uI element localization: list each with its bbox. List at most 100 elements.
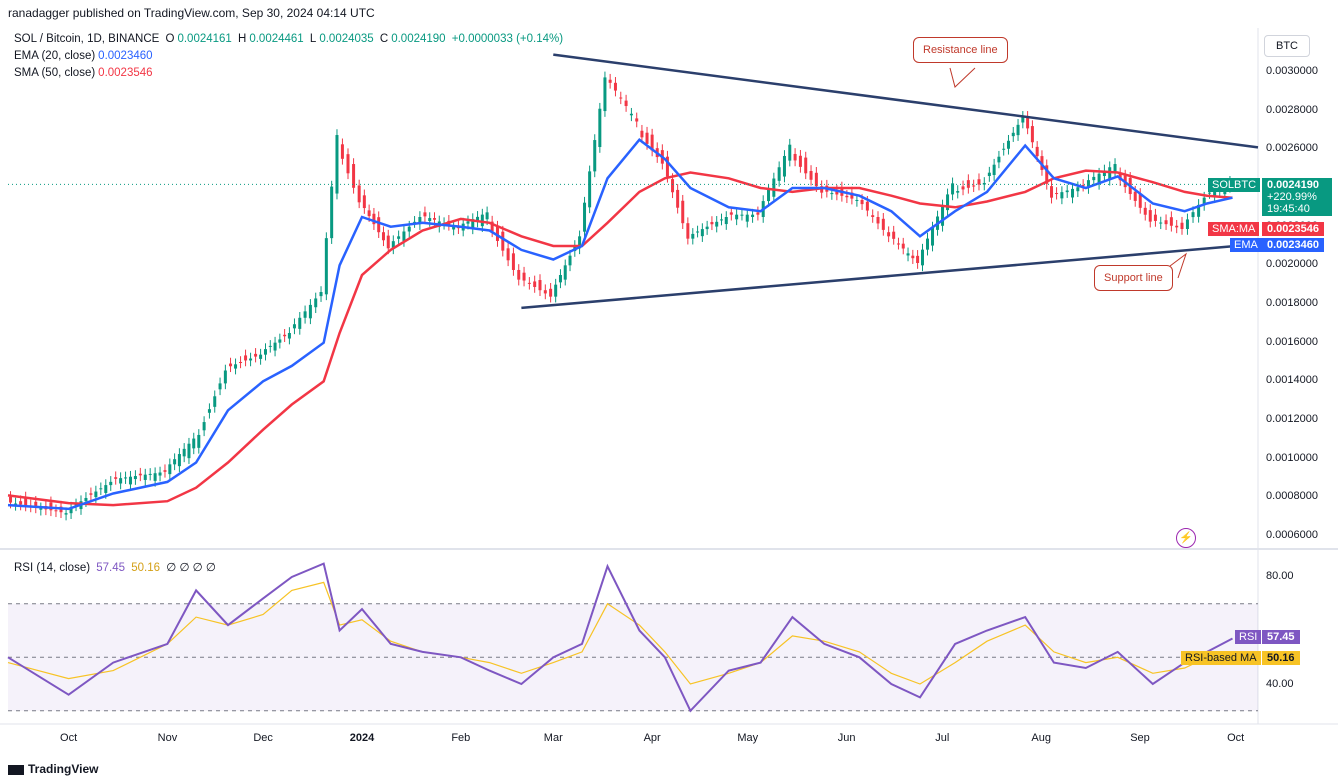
- candle-body: [158, 472, 162, 476]
- candle-body: [9, 496, 13, 503]
- candle-body: [1175, 225, 1179, 228]
- sma-tag-value: 0.0023546: [1262, 222, 1324, 236]
- candle-body: [1011, 132, 1015, 137]
- candle-body: [735, 214, 739, 220]
- candle-body: [298, 317, 302, 329]
- candle-body: [710, 222, 714, 225]
- candle-body: [314, 298, 318, 308]
- price-axis-tick: 0.0008000: [1266, 490, 1318, 503]
- candle-body: [558, 275, 562, 283]
- time-axis-tick: Feb: [451, 732, 471, 744]
- candle-body: [798, 155, 802, 167]
- candle-body: [94, 491, 98, 498]
- candle-body: [163, 470, 167, 472]
- rsi-axis-40: 40.00: [1266, 678, 1294, 690]
- lightning-icon[interactable]: ⚡: [1176, 528, 1196, 548]
- candle-body: [124, 477, 128, 479]
- candle-body: [543, 290, 547, 294]
- ema-line: [7, 137, 1233, 511]
- candle-body: [1045, 165, 1049, 184]
- candle-body: [1030, 126, 1034, 143]
- candle-body: [1202, 197, 1206, 205]
- candle-body: [34, 501, 38, 508]
- candle-body: [89, 493, 93, 495]
- candle-body: [533, 281, 537, 287]
- candle-body: [793, 153, 797, 161]
- candle-body: [495, 226, 499, 241]
- candle-body: [99, 488, 103, 490]
- symbol-change: +220.99%: [1267, 191, 1317, 203]
- rsi-legend-value: 57.45: [96, 562, 126, 574]
- sma-tag: SMA:MA: [1208, 222, 1260, 236]
- rsi-axis-80: 80.00: [1266, 570, 1294, 582]
- candle-body: [381, 232, 385, 241]
- candle-body: [362, 195, 366, 209]
- candle-body: [724, 217, 728, 225]
- candle-body: [254, 353, 258, 357]
- candle-body: [563, 265, 567, 280]
- sma-legend-value: 0.0023546: [98, 67, 153, 79]
- candle-body: [501, 231, 505, 251]
- footer-brand: TradingView: [28, 762, 99, 776]
- candle-body: [549, 288, 553, 297]
- candle-body: [745, 214, 749, 222]
- open-value: 0.0024161: [177, 33, 232, 45]
- candle-body: [268, 345, 272, 347]
- candle-body: [1164, 220, 1168, 225]
- candle-body: [1097, 173, 1101, 184]
- candle-body: [372, 213, 376, 225]
- price-axis-tick: 0.0030000: [1266, 65, 1318, 77]
- close-value: 0.0024190: [391, 33, 446, 45]
- time-axis-tick: Jun: [837, 732, 856, 744]
- candle-body: [511, 253, 515, 270]
- candle-body: [588, 171, 592, 208]
- change-value: +0.0000033 (+0.14%): [451, 33, 564, 45]
- time-axis-tick: 2024: [349, 732, 375, 744]
- support-callout-pointer: [1169, 252, 1187, 279]
- tradingview-logo[interactable]: TradingView: [8, 762, 98, 776]
- candle-body: [941, 205, 945, 226]
- candle-body: [428, 218, 432, 222]
- candle-body: [538, 280, 542, 291]
- candle-body: [197, 434, 201, 448]
- candle-body: [598, 108, 602, 148]
- candle-body: [273, 342, 277, 351]
- candle-body: [696, 231, 700, 233]
- candle-body: [676, 189, 680, 208]
- candle-body: [1191, 212, 1195, 218]
- candle-body: [1016, 124, 1020, 136]
- candle-body: [916, 255, 920, 264]
- candle-body: [855, 199, 859, 201]
- symbol-name: SOL / Bitcoin, 1D, BINANCE: [14, 33, 160, 45]
- candle-body: [452, 226, 456, 230]
- candle-body: [977, 179, 981, 185]
- ema-tag: EMA: [1230, 238, 1262, 252]
- candle-body: [1185, 219, 1189, 229]
- candle-body: [407, 226, 411, 232]
- candle-body: [629, 113, 633, 116]
- candle-body: [1050, 186, 1054, 198]
- rsi-tag: RSI: [1235, 630, 1262, 644]
- candle-body: [39, 508, 43, 510]
- candle-body: [640, 130, 644, 138]
- candle-body: [357, 185, 361, 203]
- candle-body: [485, 212, 489, 220]
- symbol-price-box: 0.0024190 +220.99% 19:45:40: [1262, 178, 1332, 216]
- candle-body: [1143, 207, 1147, 215]
- ema-legend: EMA (20, close) 0.0023460: [14, 50, 156, 62]
- candle-body: [386, 235, 390, 249]
- close-label: C: [379, 33, 389, 45]
- candle-body: [911, 255, 915, 259]
- candle-body: [335, 135, 339, 194]
- candle-body: [719, 219, 723, 221]
- candle-body: [308, 304, 312, 319]
- rsi-legend-label: RSI (14, close): [14, 562, 91, 574]
- candle-body: [972, 185, 976, 187]
- candle-body: [229, 363, 233, 367]
- currency-button[interactable]: BTC: [1264, 35, 1310, 57]
- candle-body: [133, 476, 137, 480]
- ema-legend-value: 0.0023460: [98, 50, 153, 62]
- candle-body: [772, 178, 776, 197]
- candle-body: [1081, 184, 1085, 186]
- candle-body: [346, 154, 350, 174]
